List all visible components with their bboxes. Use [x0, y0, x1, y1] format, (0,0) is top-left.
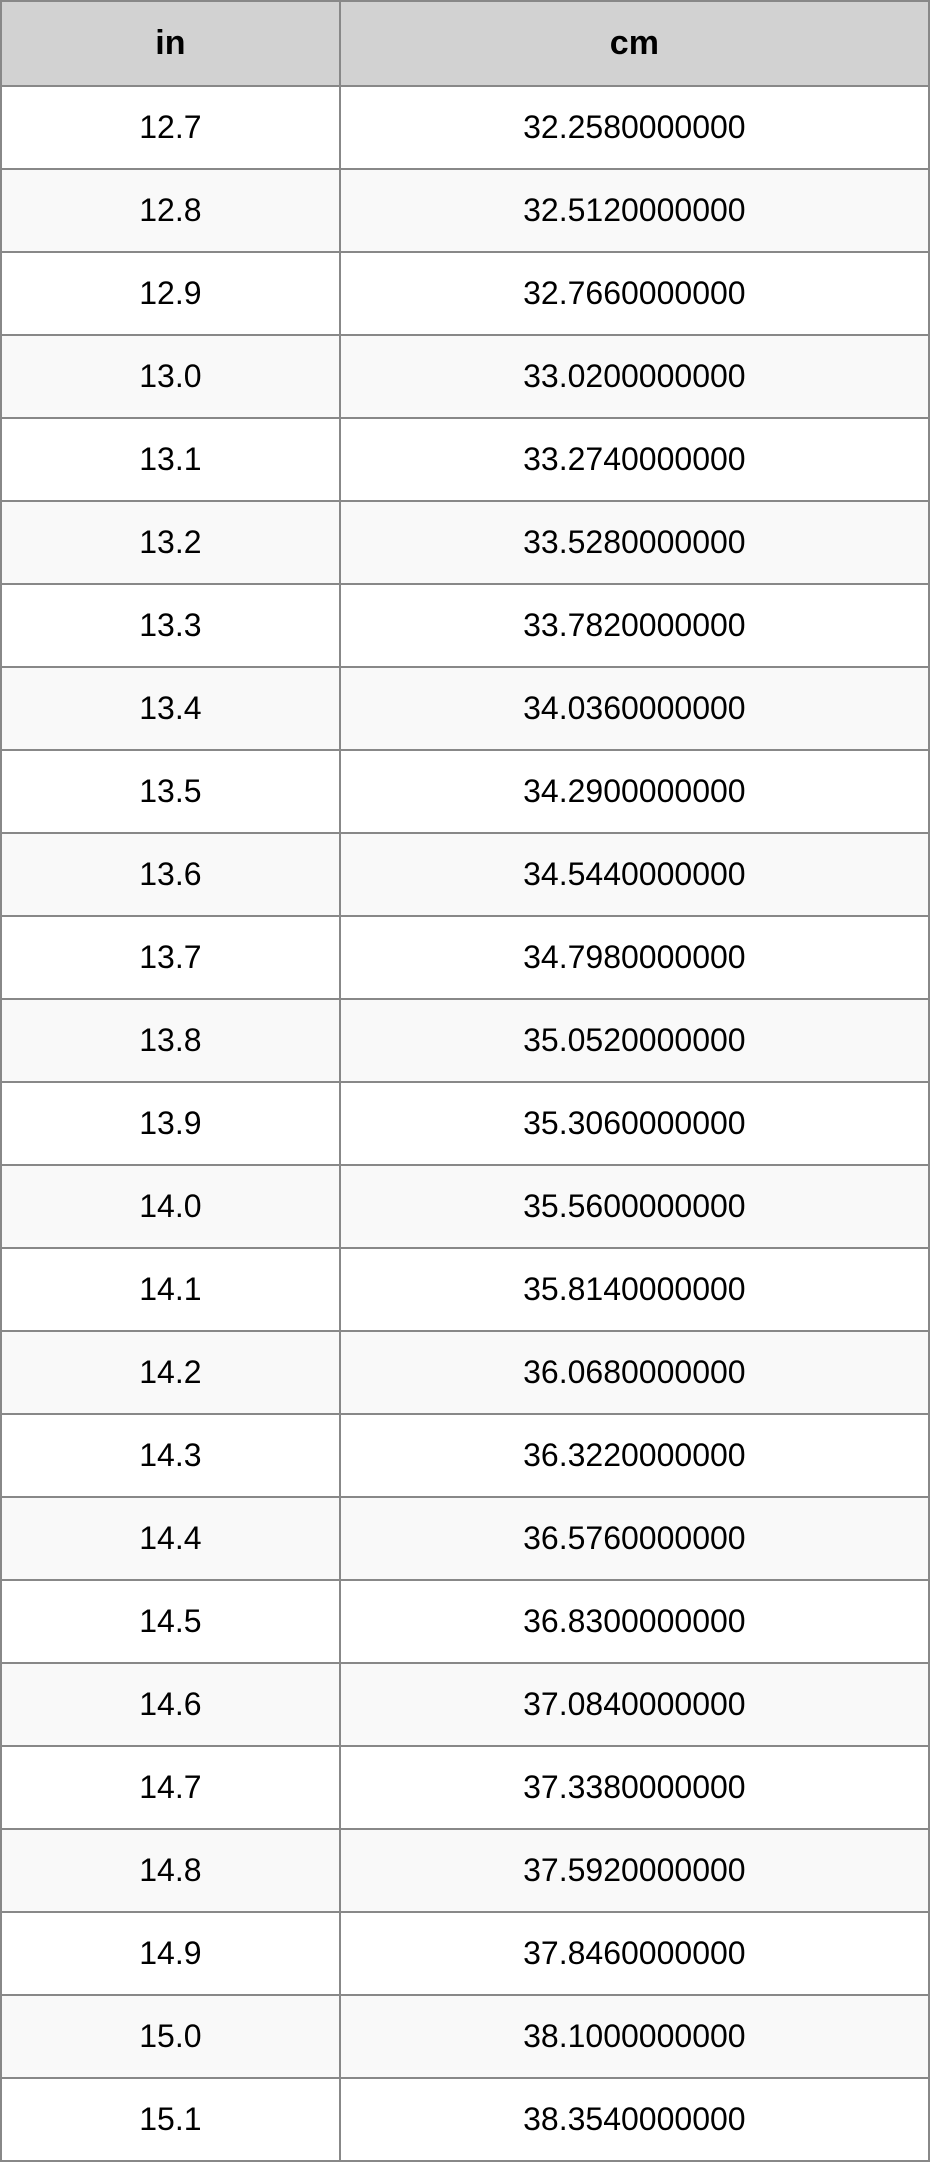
cell-in: 14.2 [1, 1331, 340, 1414]
cell-in: 13.6 [1, 833, 340, 916]
cell-cm: 33.0200000000 [340, 335, 929, 418]
table-header-row: in cm [1, 1, 929, 86]
cell-in: 13.1 [1, 418, 340, 501]
cell-cm: 35.0520000000 [340, 999, 929, 1082]
cell-cm: 34.2900000000 [340, 750, 929, 833]
cell-in: 14.0 [1, 1165, 340, 1248]
cell-cm: 36.8300000000 [340, 1580, 929, 1663]
table-row: 13.434.0360000000 [1, 667, 929, 750]
table-row: 13.233.5280000000 [1, 501, 929, 584]
cell-in: 14.4 [1, 1497, 340, 1580]
cell-in: 12.9 [1, 252, 340, 335]
cell-cm: 35.5600000000 [340, 1165, 929, 1248]
cell-cm: 35.8140000000 [340, 1248, 929, 1331]
cell-in: 14.1 [1, 1248, 340, 1331]
cell-cm: 32.7660000000 [340, 252, 929, 335]
cell-in: 13.3 [1, 584, 340, 667]
cell-in: 14.5 [1, 1580, 340, 1663]
cell-in: 12.7 [1, 86, 340, 169]
cell-cm: 37.0840000000 [340, 1663, 929, 1746]
cell-cm: 33.7820000000 [340, 584, 929, 667]
cell-cm: 37.8460000000 [340, 1912, 929, 1995]
cell-in: 13.0 [1, 335, 340, 418]
table-row: 13.333.7820000000 [1, 584, 929, 667]
cell-in: 13.9 [1, 1082, 340, 1165]
table-row: 14.737.3380000000 [1, 1746, 929, 1829]
cell-cm: 36.0680000000 [340, 1331, 929, 1414]
table-row: 13.534.2900000000 [1, 750, 929, 833]
table-row: 13.835.0520000000 [1, 999, 929, 1082]
table-row: 13.133.2740000000 [1, 418, 929, 501]
cell-cm: 32.2580000000 [340, 86, 929, 169]
cell-in: 13.4 [1, 667, 340, 750]
cell-in: 14.9 [1, 1912, 340, 1995]
cell-cm: 34.7980000000 [340, 916, 929, 999]
table-row: 14.336.3220000000 [1, 1414, 929, 1497]
cell-in: 15.1 [1, 2078, 340, 2161]
column-header-cm: cm [340, 1, 929, 86]
table-row: 14.135.8140000000 [1, 1248, 929, 1331]
cell-in: 15.0 [1, 1995, 340, 2078]
table-row: 12.932.7660000000 [1, 252, 929, 335]
cell-in: 13.7 [1, 916, 340, 999]
cell-in: 13.8 [1, 999, 340, 1082]
cell-cm: 36.5760000000 [340, 1497, 929, 1580]
cell-in: 14.3 [1, 1414, 340, 1497]
table-row: 13.734.7980000000 [1, 916, 929, 999]
cell-cm: 33.5280000000 [340, 501, 929, 584]
column-header-in: in [1, 1, 340, 86]
table-row: 14.536.8300000000 [1, 1580, 929, 1663]
cell-cm: 36.3220000000 [340, 1414, 929, 1497]
cell-in: 12.8 [1, 169, 340, 252]
table-row: 12.832.5120000000 [1, 169, 929, 252]
cell-cm: 32.5120000000 [340, 169, 929, 252]
cell-cm: 37.5920000000 [340, 1829, 929, 1912]
cell-cm: 34.0360000000 [340, 667, 929, 750]
table-row: 15.138.3540000000 [1, 2078, 929, 2161]
table-row: 14.236.0680000000 [1, 1331, 929, 1414]
cell-in: 14.8 [1, 1829, 340, 1912]
table-row: 14.436.5760000000 [1, 1497, 929, 1580]
table-row: 13.935.3060000000 [1, 1082, 929, 1165]
cell-cm: 38.1000000000 [340, 1995, 929, 2078]
table-row: 12.732.2580000000 [1, 86, 929, 169]
cell-in: 13.2 [1, 501, 340, 584]
cell-in: 14.7 [1, 1746, 340, 1829]
table-row: 13.634.5440000000 [1, 833, 929, 916]
table-row: 14.837.5920000000 [1, 1829, 929, 1912]
conversion-table: in cm 12.732.2580000000 12.832.512000000… [0, 0, 930, 2162]
cell-cm: 34.5440000000 [340, 833, 929, 916]
table-row: 15.038.1000000000 [1, 1995, 929, 2078]
cell-cm: 37.3380000000 [340, 1746, 929, 1829]
cell-cm: 38.3540000000 [340, 2078, 929, 2161]
cell-in: 14.6 [1, 1663, 340, 1746]
table-row: 14.035.5600000000 [1, 1165, 929, 1248]
table-row: 14.637.0840000000 [1, 1663, 929, 1746]
table-row: 13.033.0200000000 [1, 335, 929, 418]
table-row: 14.937.8460000000 [1, 1912, 929, 1995]
conversion-table-container: in cm 12.732.2580000000 12.832.512000000… [0, 0, 930, 2162]
cell-cm: 35.3060000000 [340, 1082, 929, 1165]
cell-cm: 33.2740000000 [340, 418, 929, 501]
cell-in: 13.5 [1, 750, 340, 833]
